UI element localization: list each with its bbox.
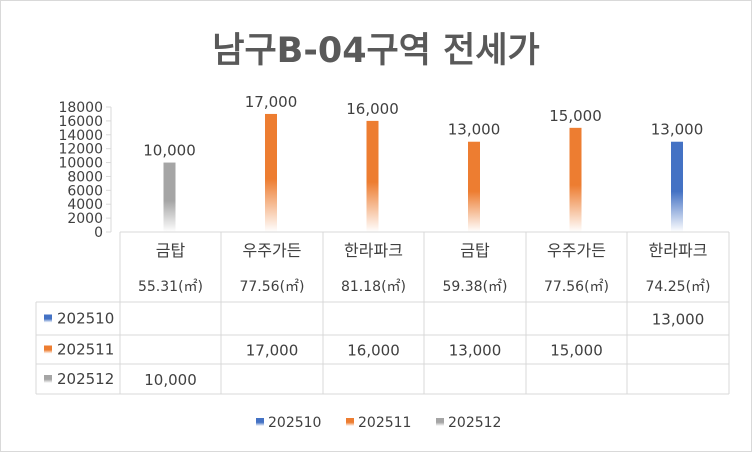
data-label: 17,000 xyxy=(245,93,298,111)
legend: 202510 202511 202512 xyxy=(256,415,501,431)
category-area-label: 77.56(㎡) xyxy=(239,279,304,295)
bar-202511-2 xyxy=(366,120,379,232)
table-cell: 13,000 xyxy=(652,311,705,329)
category-label: 금탑 xyxy=(460,241,490,260)
category-label: 우주가든 xyxy=(547,241,606,260)
data-label: 10,000 xyxy=(143,142,196,160)
chart-title: 남구B-04구역 전세가 xyxy=(212,31,540,71)
bar-202512-0 xyxy=(163,162,176,232)
y-tick-label: 12000 xyxy=(58,142,103,158)
category-label: 한라파크 xyxy=(649,241,708,260)
bar-202511-4 xyxy=(569,127,582,232)
data-label: 15,000 xyxy=(549,107,602,125)
data-table: 금탑 55.31(㎡) 우주가든 77.56(㎡) 한라파크 81.18(㎡) 금탑 59.3… xyxy=(35,231,730,395)
y-tick-label: 18000 xyxy=(58,100,103,116)
bar-202511-3 xyxy=(468,141,480,232)
category-area-label: 74.25(㎡) xyxy=(645,279,710,295)
y-tick-label: 2000 xyxy=(67,211,103,227)
category-area-label: 77.56(㎡) xyxy=(544,279,609,295)
category-label: 우주가든 xyxy=(243,241,302,260)
table-series-name: 202512 xyxy=(57,370,114,388)
table-series-key xyxy=(44,345,52,354)
legend-label: 202510 xyxy=(268,415,321,431)
data-label: 16,000 xyxy=(346,100,399,118)
data-label: 13,000 xyxy=(448,121,501,139)
data-labels-group: 10,000 17,000 16,000 13,000 15,000 13,000 xyxy=(143,93,703,160)
y-tick-label: 6000 xyxy=(67,183,103,199)
table-series-name: 202510 xyxy=(57,310,114,328)
y-tick-label: 0 xyxy=(94,225,103,241)
table-cell: 16,000 xyxy=(347,342,400,360)
category-area-label: 81.18(㎡) xyxy=(341,279,406,295)
y-tick-label: 14000 xyxy=(58,128,103,144)
y-axis: 0200040006000800010000120001400016000180… xyxy=(58,100,112,241)
table-cell: 10,000 xyxy=(144,371,197,389)
bar-202510-5 xyxy=(671,141,683,232)
data-label: 13,000 xyxy=(651,121,704,139)
table-series-name: 202511 xyxy=(57,341,114,359)
table-series-key xyxy=(44,375,52,383)
table-cell: 13,000 xyxy=(449,342,502,360)
table-cell: 15,000 xyxy=(550,342,603,360)
legend-swatch xyxy=(346,418,354,426)
category-area-label: 59.38(㎡) xyxy=(442,279,507,295)
legend-label: 202512 xyxy=(448,415,501,431)
y-tick-label: 4000 xyxy=(67,197,103,213)
category-label: 한라파크 xyxy=(344,241,403,260)
legend-label: 202511 xyxy=(358,415,411,431)
category-area-label: 55.31(㎡) xyxy=(138,279,203,295)
table-cell: 17,000 xyxy=(246,342,299,360)
y-tick-label: 16000 xyxy=(58,114,103,130)
legend-swatch xyxy=(256,418,264,426)
legend-swatch xyxy=(436,418,444,426)
category-label: 금탑 xyxy=(156,241,186,260)
y-tick-label: 10000 xyxy=(58,156,103,172)
bars-group xyxy=(163,113,683,232)
bar-202511-1 xyxy=(265,113,277,232)
table-series-key xyxy=(44,314,52,323)
y-tick-label: 8000 xyxy=(67,169,103,185)
